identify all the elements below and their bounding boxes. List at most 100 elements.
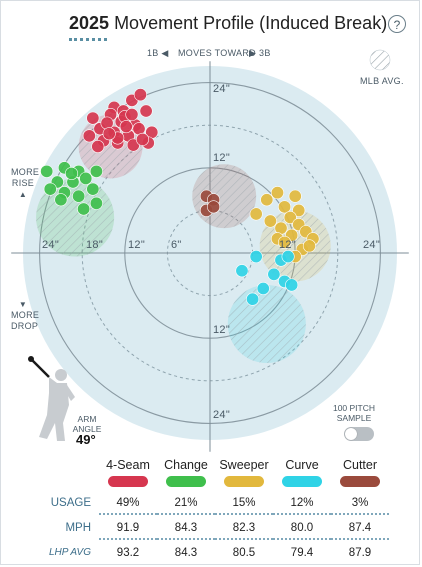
row-divider [157, 538, 215, 542]
ring-label-top-24: 24" [213, 83, 231, 95]
stat-usage-cutter: 3% [351, 496, 369, 509]
point-sweeper [270, 186, 284, 200]
ring-label-right-12: 12" [279, 239, 297, 251]
pitch-name-4-seam: 4-Seam [106, 458, 150, 472]
point-change [72, 189, 86, 203]
pitch-name-sweeper: Sweeper [219, 458, 269, 472]
point-4-seam [100, 116, 114, 130]
point-4-seam [125, 108, 139, 122]
stat-usage-change: 21% [174, 496, 198, 509]
point-change [43, 182, 57, 196]
stat-mph-sweeper: 82.3 [232, 521, 256, 534]
point-change [89, 196, 103, 210]
row-divider [331, 538, 389, 542]
point-change [54, 193, 68, 207]
point-change [40, 164, 54, 178]
more-drop-text: MORE DROP [11, 310, 40, 331]
point-sweeper [249, 207, 263, 221]
corner-cell [41, 456, 99, 474]
point-sweeper [278, 200, 292, 214]
point-curve [285, 278, 299, 292]
row-divider [99, 513, 157, 517]
point-sweeper [288, 189, 302, 203]
help-icon[interactable]: ? [388, 15, 406, 33]
stat-lhp-avg-4-seam: 93.2 [116, 546, 140, 559]
pitch-swatch-change[interactable] [166, 476, 206, 487]
point-4-seam [82, 129, 96, 143]
stat-mph-4-seam: 91.9 [116, 521, 140, 534]
mlb-avg-legend-icon [369, 49, 391, 71]
point-sweeper [283, 211, 297, 225]
point-4-seam [119, 120, 133, 134]
stat-lhp-avg-sweeper: 80.5 [232, 546, 256, 559]
stat-lhp-avg-change: 84.3 [174, 546, 198, 559]
row-divider [215, 513, 273, 517]
ring-label-left-18: 18" [86, 239, 104, 251]
point-4-seam [133, 88, 147, 102]
point-sweeper [292, 203, 306, 217]
toggle-knob[interactable] [345, 428, 357, 440]
stats-table: 4-Seam Change Sweeper Curve Cutter USAGE 49% 21… [41, 456, 389, 563]
stat-mph-curve: 80.0 [290, 521, 314, 534]
chart-title: 2025 Movement Profile (Induced Break) [69, 13, 387, 34]
arm-angle-value: 49° [76, 432, 96, 447]
moves-toward-label: MOVES TOWARD [178, 48, 256, 58]
row-label-lhp-avg: LHP AVG [48, 547, 91, 558]
ring-label-bottom-12: 12" [213, 324, 231, 336]
point-sweeper [263, 214, 277, 228]
pitch-swatch-sweeper[interactable] [224, 476, 264, 487]
pitch-points [40, 88, 320, 306]
corner-cell [41, 474, 99, 492]
stat-usage-curve: 12% [290, 496, 314, 509]
point-change [65, 166, 79, 180]
mlb-avg-label: MLB AVG. [360, 76, 404, 86]
point-curve [256, 281, 270, 295]
point-curve [235, 264, 249, 278]
row-divider [157, 513, 215, 517]
row-divider [99, 538, 157, 542]
more-rise-label: MORE RISE ▲ [11, 167, 39, 200]
row-divider [331, 513, 389, 517]
title-text: Movement Profile (Induced Break) [114, 13, 388, 33]
stat-mph-cutter: 87.4 [348, 521, 372, 534]
ring-label-left-24: 24" [42, 239, 60, 251]
point-4-seam [86, 111, 100, 125]
ring-label-right-24: 24" [363, 239, 381, 251]
pitch-swatch-cell [331, 474, 389, 492]
mlb-avg-legend [369, 49, 391, 71]
point-curve [249, 250, 263, 264]
ring-label-left-6: 6" [171, 239, 182, 251]
pitch-swatch-cell [215, 474, 273, 492]
row-divider [273, 513, 331, 517]
moves-toward-left: 1B ◀ [147, 48, 169, 58]
more-drop-label: ▼ MORE DROP [11, 299, 39, 332]
point-4-seam [139, 104, 153, 118]
row-divider [273, 538, 331, 542]
point-change [86, 182, 100, 196]
ring-label-bottom-24: 24" [213, 409, 231, 421]
row-label-mph: MPH [65, 522, 91, 534]
title-year: 2025 [69, 13, 110, 33]
point-sweeper [302, 239, 316, 253]
pitch-swatch-4-seam[interactable] [108, 476, 148, 487]
pitch-name-cutter: Cutter [342, 458, 378, 472]
pitch-swatch-curve[interactable] [282, 476, 322, 487]
ring-label-left-12: 12" [128, 239, 146, 251]
point-cutter [207, 200, 221, 214]
point-curve [267, 267, 281, 281]
point-change [79, 171, 93, 185]
sample-toggle[interactable] [344, 427, 374, 441]
pitch-swatch-cutter[interactable] [340, 476, 380, 487]
up-arrow-icon: ▲ [18, 190, 28, 199]
pitch-name-change: Change [164, 458, 208, 472]
point-curve [246, 292, 260, 306]
pitch-swatch-cell [99, 474, 157, 492]
movement-plot [11, 49, 409, 452]
stat-lhp-avg-cutter: 87.9 [348, 546, 372, 559]
pitch-swatch-cell [157, 474, 215, 492]
point-4-seam [102, 127, 116, 141]
point-change [89, 164, 103, 178]
point-4-seam [91, 140, 105, 154]
mlb-avg-hatch [227, 284, 306, 364]
